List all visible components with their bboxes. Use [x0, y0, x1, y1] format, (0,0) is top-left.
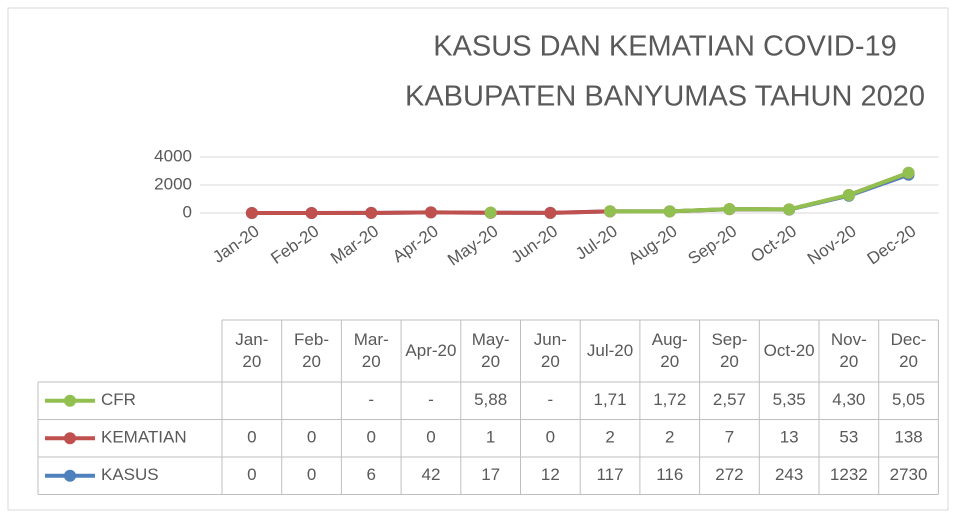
- table-cell: 6: [367, 465, 376, 484]
- table-cell: 1,71: [594, 390, 627, 409]
- y-tick-label: 0: [183, 202, 192, 221]
- table-cell: 13: [780, 428, 799, 447]
- table-cell: 1,72: [653, 390, 686, 409]
- table-header: Jan-20: [235, 330, 269, 371]
- table-header: Mar-20: [353, 330, 389, 371]
- table-cell: 0: [247, 465, 256, 484]
- point: [305, 207, 318, 219]
- table-cell: 5,05: [892, 390, 925, 409]
- table-cell: 1: [486, 428, 495, 447]
- column-header: Nov-20: [830, 330, 867, 371]
- point: [544, 206, 557, 219]
- legend-label: CFR: [101, 390, 136, 409]
- column-header: May-20: [471, 330, 510, 371]
- table-cell: 0: [307, 428, 316, 447]
- table-cell: 116: [656, 465, 683, 484]
- y-tick-label: 4000: [154, 146, 192, 165]
- table-cell: 0: [367, 428, 376, 447]
- table-header: Jun-20: [533, 330, 567, 371]
- table-cell: 2,57: [713, 390, 746, 409]
- chart-title: KASUS DAN KEMATIAN COVID-19: [433, 31, 897, 63]
- table-cell: 117: [596, 465, 623, 484]
- point: [245, 207, 258, 219]
- table-cell: 243: [775, 465, 803, 484]
- column-header: Dec-20: [890, 330, 927, 371]
- table-cell: 0: [307, 465, 316, 484]
- table-cell: 1232: [830, 465, 868, 484]
- column-header: Jul-20: [586, 341, 634, 360]
- table-cell: 53: [839, 428, 858, 447]
- point: [723, 203, 736, 216]
- table-cell: 5,88: [474, 390, 507, 409]
- table-header: Sep-20: [711, 330, 748, 371]
- table-cell: 4,30: [832, 390, 865, 409]
- chart-border: [7, 7, 949, 511]
- legend-marker: [64, 394, 76, 407]
- table-cell: -: [548, 390, 554, 409]
- table-cell: -: [368, 390, 374, 409]
- column-header: Jun-20: [533, 330, 567, 371]
- table-cell: 272: [715, 465, 743, 484]
- table-cell: 0: [247, 428, 256, 447]
- chart-title: KABUPATEN BANYUMAS TAHUN 2020: [405, 81, 925, 113]
- point: [424, 206, 437, 219]
- legend-marker: [64, 469, 76, 482]
- table-cell: 42: [421, 465, 440, 484]
- column-header: Mar-20: [353, 330, 389, 371]
- table-cell: -: [428, 390, 434, 409]
- table-header: May-20: [471, 330, 510, 371]
- table-cell: 2: [665, 428, 674, 447]
- table-header: Feb-20: [294, 330, 330, 371]
- table-cell: 2730: [890, 465, 928, 484]
- legend-marker: [64, 432, 76, 445]
- column-header: Oct-20: [763, 341, 815, 360]
- table-cell: 7: [725, 428, 734, 447]
- table-header: Apr-20: [405, 341, 457, 360]
- point: [783, 203, 796, 216]
- table-cell: 5,35: [773, 390, 806, 409]
- table-cell: 0: [546, 428, 555, 447]
- column-header: Apr-20: [405, 341, 457, 360]
- point: [663, 205, 676, 218]
- point: [484, 206, 497, 219]
- column-header: Sep-20: [711, 330, 748, 371]
- table-cell: 0: [426, 428, 435, 447]
- table-header: Jul-20: [586, 341, 634, 360]
- series-line: [610, 170, 910, 214]
- y-tick-label: 2000: [154, 174, 192, 193]
- column-header: Jan-20: [235, 330, 269, 371]
- point: [902, 166, 915, 179]
- table-header: Aug-20: [651, 330, 688, 371]
- table-cell: 2: [605, 428, 614, 447]
- table-header: Dec-20: [890, 330, 927, 371]
- point: [365, 206, 378, 219]
- table-cell: 12: [541, 465, 560, 484]
- legend-label: KEMATIAN: [101, 428, 187, 447]
- table-cell: 138: [894, 428, 922, 447]
- column-header: Feb-20: [294, 330, 330, 371]
- table-header: Nov-20: [830, 330, 867, 371]
- table-cell: 17: [481, 465, 500, 484]
- point: [604, 205, 617, 218]
- table-header: Oct-20: [763, 341, 815, 360]
- column-header: Aug-20: [651, 330, 688, 371]
- point: [842, 188, 855, 201]
- legend-label: KASUS: [101, 465, 159, 484]
